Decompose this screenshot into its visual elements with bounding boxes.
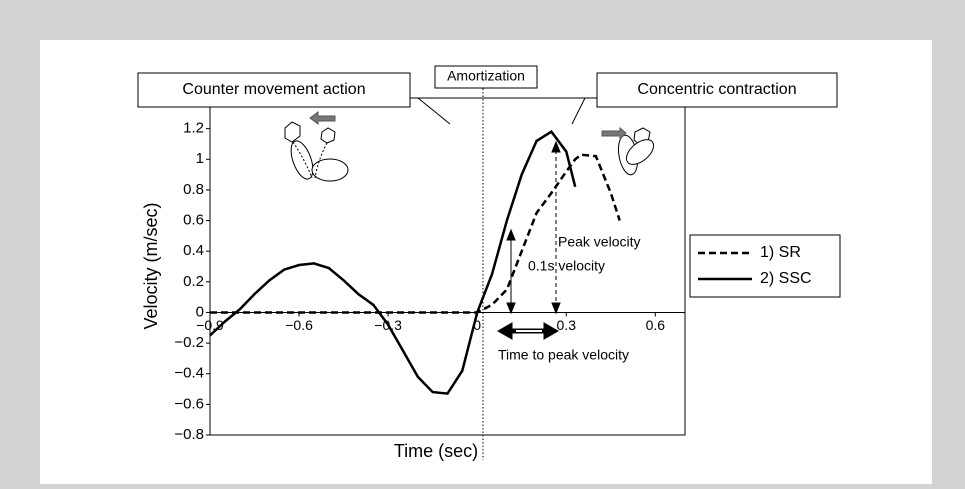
annotation: Peak velocity xyxy=(558,234,640,250)
y-axis-label: Velocity (m/sec) xyxy=(141,202,161,329)
y-tick-label: −0.8 xyxy=(174,426,204,443)
y-tick-label: 1 xyxy=(196,150,204,167)
annotation: Time to peak velocity xyxy=(498,347,629,363)
y-tick-label: 0.8 xyxy=(183,181,204,198)
y-tick-label: −0.4 xyxy=(174,365,204,382)
page: Counter movement action Amortization Con… xyxy=(0,0,965,484)
x-tick-label: −0.6 xyxy=(285,317,313,333)
y-tick-label: 1.2 xyxy=(183,120,204,137)
legend-label: 1) SR xyxy=(760,244,801,261)
x-tick-label: 0.6 xyxy=(646,317,666,333)
y-tick-label: 0.4 xyxy=(183,242,204,259)
annotation: Concentric contraction xyxy=(637,81,796,98)
y-tick-label: 0.6 xyxy=(183,212,204,229)
y-tick-label: −0.6 xyxy=(174,395,204,412)
x-axis-label: Time (sec) xyxy=(394,441,478,461)
y-tick-label: 0.2 xyxy=(183,273,204,290)
legend-label: 2) SSC xyxy=(760,270,812,287)
x-tick-label: 0.3 xyxy=(557,317,577,333)
annotation: 0.1s velocity xyxy=(528,258,605,274)
chart: Counter movement action Amortization Con… xyxy=(0,0,965,484)
annotation: Counter movement action xyxy=(182,81,365,98)
y-tick-label: −0.2 xyxy=(174,334,204,351)
annotation: Amortization xyxy=(447,68,525,84)
